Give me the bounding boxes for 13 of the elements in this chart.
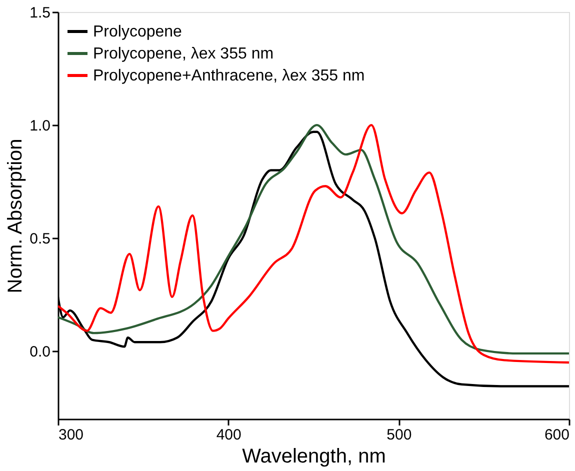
y-tick-label: 0.0	[30, 344, 50, 361]
legend-label: Prolycopene, λex 355 nm	[93, 46, 274, 62]
x-tick-label: 600	[544, 426, 570, 444]
x-axis-title: Wavelength, nm	[242, 446, 386, 468]
y-tick-label: 1.5	[30, 4, 50, 22]
x-tick-label: 500	[386, 426, 412, 444]
x-tick-label: 400	[216, 426, 242, 444]
y-axis-title: Norm. Absorption	[4, 138, 27, 294]
y-tick-label: 0.5	[30, 230, 50, 248]
y-tick-label: 1.0	[30, 118, 50, 135]
legend-label: Prolycopene+Anthracene, λex 355 nm	[93, 68, 365, 84]
legend-label: Prolycopene	[93, 24, 182, 40]
x-tick-label: 300	[58, 426, 84, 444]
